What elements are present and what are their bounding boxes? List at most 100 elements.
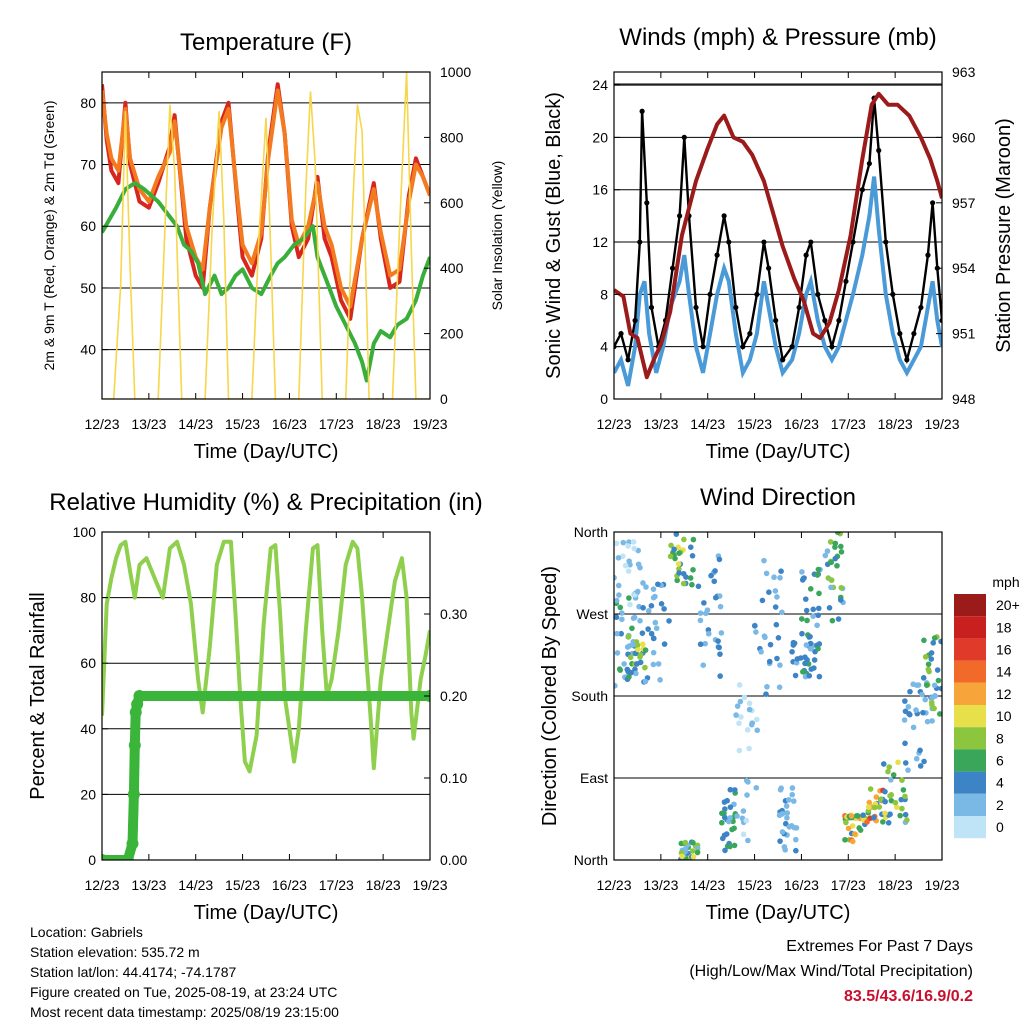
direction-point: [913, 707, 919, 713]
direction-point: [902, 740, 908, 747]
station-latlon: Station lat/lon: 44.4174; -74.1787: [30, 964, 237, 980]
winds-ytick-label: 24: [592, 77, 608, 93]
direction-point: [722, 806, 728, 812]
direction-legend-label: 2: [996, 797, 1004, 813]
data-timestamp: Most recent data timestamp: 2025/08/19 2…: [30, 1004, 339, 1020]
direction-point: [885, 820, 892, 826]
direction-point: [724, 797, 730, 804]
direction-point: [763, 691, 769, 697]
direction-point: [661, 606, 667, 612]
direction-point: [734, 703, 741, 709]
direction-xtick-label: 18/23: [878, 877, 913, 893]
direction-point: [615, 555, 622, 561]
winds-series-sonic-wind: [614, 176, 942, 387]
direction-point: [672, 555, 678, 562]
humidity-xaxis-label: Time (Day/UTC): [194, 902, 339, 924]
temperature-series-9m-t: [102, 88, 430, 309]
humidity-ytick-label: 100: [73, 524, 97, 540]
direction-point: [721, 810, 727, 817]
direction-point: [917, 763, 924, 769]
direction-point: [902, 811, 909, 818]
direction-point: [871, 814, 877, 821]
direction-point: [658, 600, 665, 607]
direction-point: [727, 786, 734, 793]
direction-point: [864, 819, 870, 825]
direction-legend-label: 10: [996, 708, 1012, 724]
direction-point: [902, 793, 908, 800]
direction-point: [642, 647, 649, 653]
direction-point: [797, 655, 804, 661]
direction-point: [727, 804, 734, 810]
direction-point: [845, 825, 852, 832]
humidity-series-total-precipitation-point: [126, 837, 139, 850]
direction-point: [922, 654, 929, 660]
direction-point: [620, 539, 627, 546]
temperature-yaxis-right-label: Solar Insolation (Yellow): [489, 161, 505, 311]
direction-point: [744, 727, 751, 733]
winds-xtick-label: 19/23: [924, 416, 959, 432]
direction-point: [900, 787, 907, 793]
humidity-ytick-label: 60: [80, 655, 96, 671]
temperature-ytick-right-label: 0: [440, 391, 448, 407]
direction-point: [810, 606, 817, 613]
figure-created: Figure created on Tue, 2025-08-19, at 23…: [30, 984, 338, 1000]
direction-point: [853, 812, 860, 819]
direction-point: [789, 785, 796, 791]
direction-point: [625, 633, 632, 640]
direction-point: [702, 640, 708, 647]
direction-legend-label: 14: [996, 664, 1012, 680]
direction-point: [824, 548, 831, 554]
direction-point: [882, 810, 888, 817]
temperature-ytick-right-label: 1000: [440, 64, 471, 80]
direction-point: [637, 564, 643, 571]
direction-point: [829, 617, 836, 624]
winds-xtick-label: 14/23: [690, 416, 725, 432]
direction-point: [657, 677, 663, 683]
winds-ytick-right-label: 963: [952, 64, 976, 80]
direction-point: [687, 575, 694, 581]
winds-frame: [613, 71, 943, 400]
direction-ytick-label: West: [576, 606, 608, 622]
direction-point: [717, 651, 723, 657]
direction-xtick-label: 13/23: [643, 877, 678, 893]
humidity-xtick-label: 16/23: [272, 877, 307, 893]
direction-point: [648, 602, 655, 609]
direction-point: [679, 853, 685, 860]
direction-point: [838, 584, 845, 591]
direction-point: [635, 646, 641, 653]
direction-point: [938, 638, 942, 645]
direction-point: [614, 540, 620, 547]
direction-point: [929, 718, 935, 724]
direction-point: [650, 661, 657, 668]
direction-point: [753, 784, 760, 791]
direction-point: [666, 618, 672, 624]
direction-point: [634, 661, 640, 667]
temperature-plot-area: [102, 72, 430, 399]
direction-point: [740, 831, 747, 838]
direction-xtick-label: 19/23: [924, 877, 959, 893]
direction-point: [661, 641, 668, 647]
direction-point: [828, 577, 835, 583]
direction-point: [748, 721, 755, 728]
winds-xtick-label: 18/23: [878, 416, 913, 432]
direction-point: [715, 644, 722, 650]
direction-point: [785, 797, 792, 803]
direction-point: [907, 688, 913, 695]
direction-xtick-label: 15/23: [737, 877, 772, 893]
direction-point: [848, 813, 855, 819]
humidity-xtick-label: 17/23: [319, 877, 354, 893]
humidity-ytick-right-label: 0.20: [440, 688, 467, 704]
direction-point: [751, 623, 758, 629]
direction-point: [920, 709, 926, 716]
direction-point: [681, 536, 687, 543]
direction-point: [722, 847, 728, 854]
temperature-xtick-label: 14/23: [178, 416, 213, 432]
direction-point: [736, 682, 743, 688]
temperature-ytick-label: 70: [80, 157, 96, 173]
direction-point: [743, 777, 750, 784]
direction-point: [694, 849, 701, 856]
direction-point: [625, 543, 631, 549]
direction-point: [676, 550, 682, 556]
direction-point: [798, 616, 805, 622]
direction-point: [630, 615, 637, 621]
